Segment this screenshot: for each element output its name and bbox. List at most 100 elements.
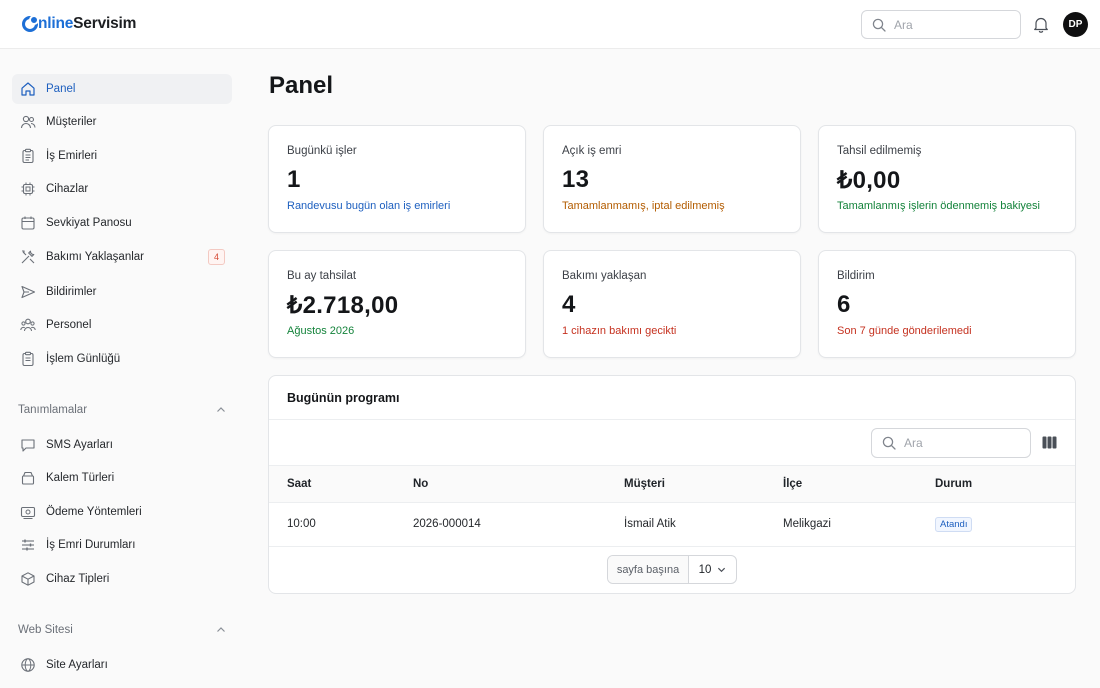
sidebar-item-payment-methods[interactable]: Ödeme Yöntemleri (12, 497, 232, 527)
stat-label: Bakımı yaklaşan (562, 270, 647, 282)
section-definitions-title: Tanımlamalar (18, 404, 88, 416)
maintenance-count-badge: 4 (208, 249, 225, 265)
stat-card-open-orders[interactable]: Açık iş emri 13 Tamamlanmamış, iptal edi… (543, 125, 801, 233)
box-icon (19, 470, 36, 487)
sidebar-item-label: İş Emirleri (46, 150, 98, 162)
app-logo[interactable]: nline Servisim (22, 14, 136, 34)
sidebar-item-shipment-board[interactable]: Sevkiyat Panosu (12, 208, 232, 238)
sidebar-item-customers[interactable]: Müşteriler (12, 107, 232, 137)
sidebar-item-label: Ödeme Yöntemleri (46, 506, 142, 518)
sidebar-item-device-types[interactable]: Cihaz Tipleri (12, 564, 232, 594)
stat-label: Tahsil edilmemiş (837, 145, 922, 157)
sidebar-item-label: İş Emri Durumları (46, 539, 136, 551)
sidebar-item-maintenance-due[interactable]: Bakımı Yaklaşanlar 4 (12, 242, 232, 272)
columns-toggle-icon[interactable] (1041, 434, 1057, 450)
per-page-select[interactable]: 10 (689, 556, 736, 583)
stat-card-today-jobs[interactable]: Bugünkü işler 1 Randevusu bugün olan iş … (268, 125, 526, 233)
home-icon (19, 81, 36, 98)
search-icon (882, 436, 896, 450)
divider (269, 419, 1075, 420)
stat-subtext: Tamamlanmamış, iptal edilmemiş (562, 200, 725, 212)
sliders-icon (19, 537, 36, 554)
cell-time: 10:00 (287, 518, 316, 530)
payment-icon (19, 504, 36, 521)
sidebar-item-label: Kalem Türleri (46, 472, 115, 484)
column-header-time[interactable]: Saat (287, 478, 312, 490)
sidebar-item-item-types[interactable]: Kalem Türleri (12, 463, 232, 493)
global-search[interactable] (861, 10, 1021, 39)
sidebar-item-label: Panel (46, 83, 76, 95)
sidebar-item-label: Müşteriler (46, 116, 97, 128)
sidebar-item-label: Sevkiyat Panosu (46, 217, 132, 229)
sidebar-item-site-settings[interactable]: Site Ayarları (12, 650, 232, 680)
logo-text-part1: nline (38, 15, 74, 32)
stat-card-uncollected[interactable]: Tahsil edilmemiş ₺0,00 Tamamlanmış işler… (818, 125, 1076, 233)
column-header-status[interactable]: Durum (935, 478, 973, 490)
sidebar-item-label: Site Ayarları (46, 659, 108, 671)
per-page-selector[interactable]: sayfa başına 10 (607, 555, 737, 584)
sidebar-item-work-orders[interactable]: İş Emirleri (12, 141, 232, 171)
stat-subtext: Son 7 günde gönderilemedi (837, 325, 972, 337)
sidebar-item-label: İşlem Günlüğü (46, 353, 121, 365)
today-schedule-panel: Bugünün programı Saat No Müşteri İlçe Du… (268, 375, 1076, 594)
per-page-label: sayfa başına (608, 556, 689, 583)
table-header: Saat No Müşteri İlçe Durum (269, 465, 1075, 503)
team-icon (19, 317, 36, 334)
calendar-icon (19, 215, 36, 232)
sidebar-item-label: Cihazlar (46, 183, 89, 195)
chevron-up-icon (217, 627, 225, 632)
sidebar-item-notifications[interactable]: Bildirimler (12, 277, 232, 307)
chevron-down-icon (718, 567, 726, 573)
stat-subtext: Ağustos 2026 (287, 325, 355, 337)
send-icon (19, 284, 36, 301)
section-definitions-toggle[interactable]: Tanımlamalar (18, 404, 226, 416)
sidebar-item-activity-log[interactable]: İşlem Günlüğü (12, 344, 232, 374)
sidebar-item-label: Cihaz Tipleri (46, 573, 110, 585)
global-search-input[interactable] (894, 17, 1004, 32)
stat-value: 1 (287, 166, 301, 193)
stat-value: ₺0,00 (837, 167, 901, 194)
sidebar: Panel Müşteriler İş Emirleri Cihazlar Se… (0, 50, 246, 688)
table-search-input[interactable] (904, 436, 1014, 450)
stat-card-monthly-collection[interactable]: Bu ay tahsilat ₺2.718,00 Ağustos 2026 (268, 250, 526, 358)
sidebar-item-work-order-statuses[interactable]: İş Emri Durumları (12, 530, 232, 560)
stat-card-maintenance-due[interactable]: Bakımı yaklaşan 4 1 cihazın bakımı gecik… (543, 250, 801, 358)
stat-value: 13 (562, 166, 590, 193)
sidebar-item-devices[interactable]: Cihazlar (12, 174, 232, 204)
message-icon (19, 437, 36, 454)
cell-no[interactable]: 2026-000014 (413, 518, 481, 530)
sidebar-item-label: Bildirimler (46, 286, 97, 298)
table-search[interactable] (871, 428, 1031, 458)
cell-district: Melikgazi (783, 518, 831, 530)
stat-card-notifications[interactable]: Bildirim 6 Son 7 günde gönderilemedi (818, 250, 1076, 358)
per-page-value: 10 (698, 563, 712, 576)
stat-label: Bugünkü işler (287, 145, 357, 157)
globe-icon (19, 657, 36, 674)
status-badge: Atandı (935, 517, 973, 532)
stat-value: ₺2.718,00 (287, 292, 399, 319)
sidebar-item-label: Personel (46, 319, 92, 331)
stat-subtext: Tamamlanmış işlerin ödenmemiş bakiyesi (837, 200, 1040, 212)
column-header-district[interactable]: İlçe (783, 478, 803, 490)
search-icon (872, 18, 886, 32)
chip-icon (19, 181, 36, 198)
logo-text-part2: Servisim (73, 15, 137, 32)
stat-subtext: Randevusu bugün olan iş emirleri (287, 200, 451, 212)
log-icon (19, 351, 36, 368)
notifications-bell-icon[interactable] (1032, 15, 1050, 33)
column-header-customer[interactable]: Müşteri (624, 478, 665, 490)
stat-value: 4 (562, 291, 576, 318)
stat-label: Açık iş emri (562, 145, 622, 157)
user-avatar[interactable]: DP (1063, 12, 1088, 37)
tools-icon (19, 249, 36, 266)
sidebar-item-staff[interactable]: Personel (12, 310, 232, 340)
cell-customer: İsmail Atik (624, 518, 676, 530)
sidebar-item-sms-settings[interactable]: SMS Ayarları (12, 430, 232, 460)
stat-label: Bu ay tahsilat (287, 270, 357, 282)
sidebar-item-panel[interactable]: Panel (12, 74, 232, 104)
stat-value: 6 (837, 291, 851, 318)
table-row[interactable]: 10:00 2026-000014 İsmail Atik Melikgazi … (269, 503, 1075, 547)
column-header-no[interactable]: No (413, 478, 429, 490)
section-website-toggle[interactable]: Web Sitesi (18, 624, 226, 636)
